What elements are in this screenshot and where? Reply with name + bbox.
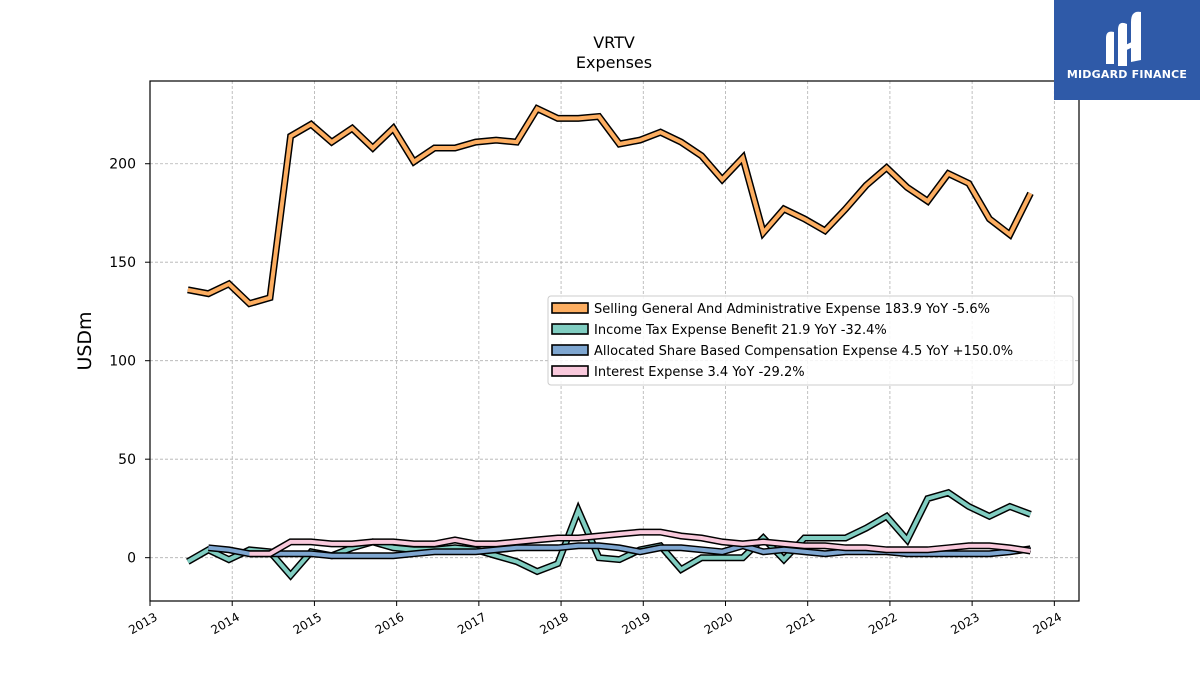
brand-name: MIDGARD FINANCE xyxy=(1066,68,1188,81)
y-axis-label: USDm xyxy=(74,311,96,370)
y-tick-label: 200 xyxy=(109,157,136,173)
x-tick-label: 2023 xyxy=(948,610,981,637)
plot-frame xyxy=(149,80,1080,602)
x-tick-label: 2014 xyxy=(208,610,241,637)
x-tick-label: 2013 xyxy=(126,610,159,637)
legend-box xyxy=(547,295,1074,386)
x-tick-label: 2022 xyxy=(866,610,899,637)
midgard-m-icon xyxy=(1054,0,1200,100)
y-tick-label: 150 xyxy=(109,255,136,271)
x-tick-label: 2020 xyxy=(702,610,735,637)
chart-title: VRTV xyxy=(593,33,635,52)
legend-entry: Income Tax Expense Benefit 21.9 YoY -32.… xyxy=(594,323,887,338)
y-tick-label: 100 xyxy=(109,354,136,370)
legend-swatch xyxy=(551,344,589,356)
legend-entry: Interest Expense 3.4 YoY -29.2% xyxy=(594,365,805,380)
chart-subtitle: Expenses xyxy=(576,53,652,72)
brand-logo: MIDGARD FINANCE xyxy=(1054,0,1200,100)
x-tick-label: 2018 xyxy=(537,610,570,637)
x-tick-label: 2015 xyxy=(291,610,324,637)
y-tick-label: 50 xyxy=(118,452,136,468)
legend-entry: Selling General And Administrative Expen… xyxy=(594,302,990,317)
legend: Selling General And Administrative Expen… xyxy=(547,295,1074,386)
legend-swatch xyxy=(551,302,589,314)
x-tick-label: 2016 xyxy=(373,610,406,637)
series-line xyxy=(187,106,1033,306)
x-tick-label: 2021 xyxy=(784,610,817,637)
legend-swatch xyxy=(551,323,589,335)
x-tick-label: 2024 xyxy=(1031,610,1064,637)
legend-entry: Allocated Share Based Compensation Expen… xyxy=(594,344,1013,359)
series-lines xyxy=(186,104,1034,581)
series-line xyxy=(249,530,1031,556)
x-tick-label: 2019 xyxy=(620,610,653,637)
x-tick-label: 2017 xyxy=(455,610,488,637)
axis-ticks: 0 50 100 150 200 2013 2014 2015 2016 2017 2018 2019… xyxy=(109,157,1064,638)
y-tick-label: 0 xyxy=(127,551,136,567)
legend-swatch xyxy=(551,365,589,377)
